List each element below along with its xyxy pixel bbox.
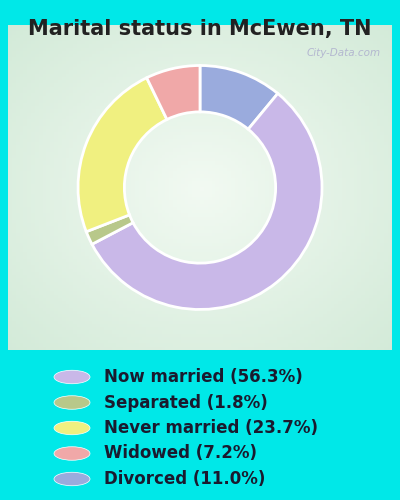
Circle shape [54,396,90,409]
Text: City-Data.com: City-Data.com [306,48,380,58]
Wedge shape [200,66,278,129]
Circle shape [54,370,90,384]
Text: Marital status in McEwen, TN: Marital status in McEwen, TN [28,19,372,39]
Wedge shape [147,66,200,120]
Text: Now married (56.3%): Now married (56.3%) [104,368,303,386]
Circle shape [54,447,90,460]
Wedge shape [92,94,322,310]
Text: Widowed (7.2%): Widowed (7.2%) [104,444,257,462]
Wedge shape [86,215,133,244]
Text: Separated (1.8%): Separated (1.8%) [104,394,268,411]
Wedge shape [78,78,167,232]
Text: Divorced (11.0%): Divorced (11.0%) [104,470,265,488]
Circle shape [54,421,90,435]
Text: Never married (23.7%): Never married (23.7%) [104,419,318,437]
Circle shape [54,472,90,486]
